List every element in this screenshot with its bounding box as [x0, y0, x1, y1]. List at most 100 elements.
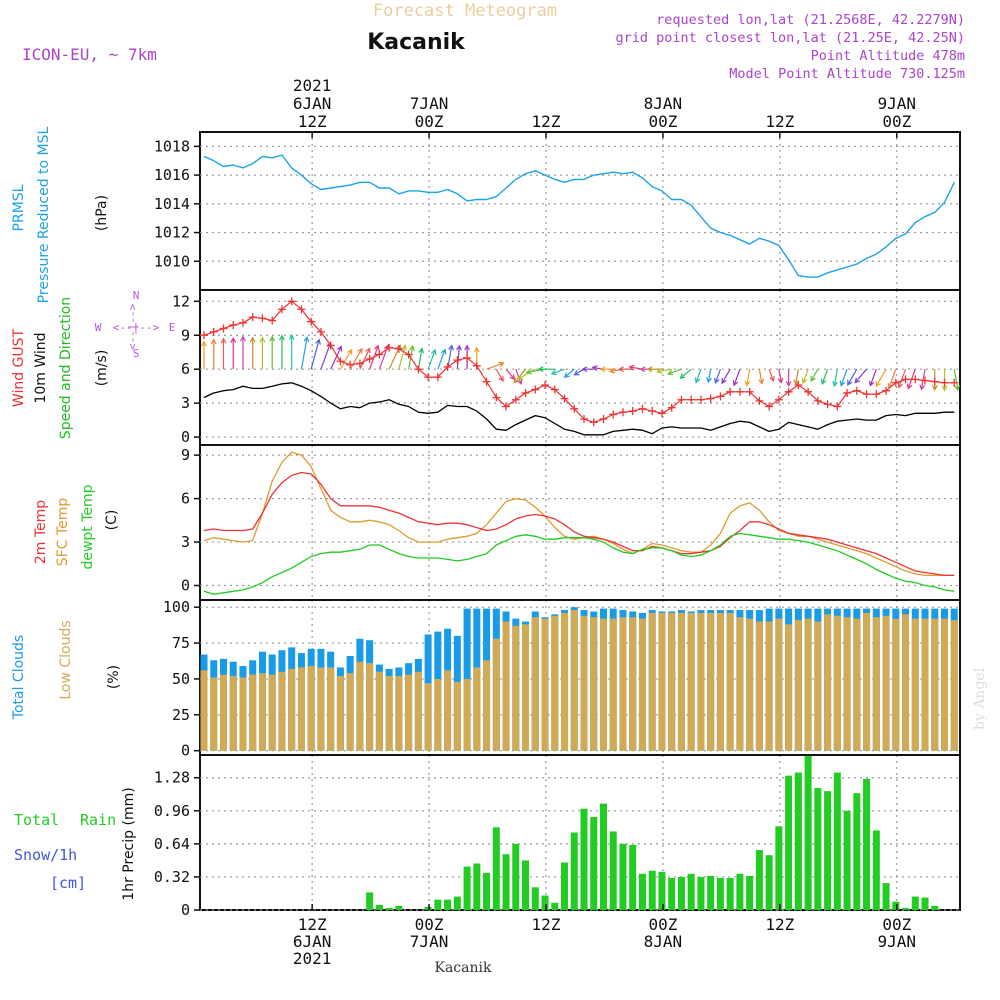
wind-direction-arrow	[695, 368, 702, 383]
wind-direction-arrow	[398, 345, 406, 370]
low-clouds-bar	[317, 667, 325, 751]
low-clouds-bar	[677, 612, 685, 751]
wind-direction-arrow	[898, 368, 907, 388]
time-axis-bottom-label: 12Z	[765, 915, 794, 934]
rain-bar	[824, 791, 832, 910]
wind-direction-arrow	[802, 368, 809, 384]
wind-arrow-head	[409, 344, 415, 351]
rain-bar	[395, 905, 403, 910]
wind-gust-marker	[394, 344, 403, 353]
low-clouds-bar	[395, 676, 403, 751]
low-clouds-bar	[638, 618, 646, 751]
rain-bar	[843, 810, 851, 910]
time-axis-top-label: 00Z	[882, 112, 911, 131]
wind-gust-marker	[911, 375, 920, 384]
wind-direction-arrow	[551, 368, 565, 375]
wind-gust-marker	[200, 331, 208, 340]
time-axis-bottom-label: 00Z	[648, 915, 677, 934]
pressure-line	[203, 154, 955, 278]
wind-direction-arrow	[920, 369, 926, 390]
wind-gust-marker	[765, 402, 774, 411]
requested-coords: requested lon,lat (21.2568E, 42.2279N)	[656, 12, 965, 28]
wind-direction-arrow	[869, 368, 877, 386]
rain-bar	[794, 772, 802, 910]
watermark: by Angel	[972, 667, 988, 730]
chart-title: Forecast Meteogram	[373, 1, 557, 21]
wind-arrow-head	[563, 372, 570, 379]
wind-arrow-head	[240, 335, 246, 342]
temp-dewpt-label: dewpt Temp	[80, 484, 96, 569]
y-tick-label: 9	[181, 446, 190, 464]
wind-direction-arrow	[300, 337, 308, 370]
rain-bar	[853, 793, 861, 910]
pressure-label-2: Pressure Reduced to MSL	[36, 126, 52, 303]
wind-arrow-head	[401, 344, 407, 351]
wind-gust-marker	[209, 327, 218, 336]
wind-arrow-head	[374, 344, 380, 351]
wind-direction-arrow	[657, 368, 672, 373]
wind-arrow-head	[839, 380, 846, 387]
panel-frame	[199, 444, 961, 601]
wind-gust-marker	[735, 387, 744, 396]
rain-bar	[551, 902, 559, 910]
wind-direction-arrow	[840, 368, 848, 386]
wind-gust-marker	[346, 360, 355, 369]
wind-gust-marker	[804, 387, 813, 396]
low-clouds-bar	[200, 670, 208, 751]
low-clouds-bar	[775, 618, 783, 751]
wind-gust-marker	[521, 388, 530, 397]
compass-n: N	[133, 289, 140, 302]
wind-arrow-head	[288, 333, 295, 340]
compass-vertical-arrows: <--|-->	[126, 303, 139, 350]
low-clouds-bar	[336, 676, 344, 751]
wind-arrow-head	[906, 383, 913, 390]
low-clouds-bar	[249, 674, 257, 751]
wind-arrow-head	[820, 378, 827, 385]
rain-bar	[911, 896, 919, 910]
low-clouds-bar	[629, 617, 637, 751]
wind-direction-arrow	[714, 368, 721, 384]
low-clouds-bar	[463, 678, 471, 751]
time-axis-bottom-label: 2021	[293, 949, 332, 968]
wind-arrow-head	[706, 377, 712, 384]
wind-arrow-head	[269, 335, 276, 342]
y-tick-label: 6	[181, 360, 190, 378]
rain-bar	[473, 863, 481, 910]
temp-2m-label: 2m Temp	[33, 500, 49, 564]
wind-arrow-head	[599, 366, 606, 373]
rain-bar	[424, 906, 432, 910]
low-clouds-bar	[785, 624, 793, 751]
rain-bar	[921, 897, 929, 910]
wind-direction-arrow	[847, 368, 858, 386]
wind-direction-arrow	[810, 368, 819, 382]
wind-arrow-head	[832, 381, 838, 388]
wind-arrow-head	[854, 377, 861, 384]
time-axis-top-label: 00Z	[648, 112, 677, 131]
rain-bar	[444, 899, 452, 910]
low-clouds-bar	[863, 612, 871, 751]
rain-bar	[814, 788, 822, 910]
wind-gust-marker	[891, 378, 900, 387]
clouds-unit: (%)	[106, 665, 122, 689]
wind-gust-marker	[609, 410, 618, 419]
low-clouds-bar	[258, 673, 266, 751]
wind-gust-marker	[307, 317, 316, 326]
time-axis-top-label: 12Z	[765, 112, 794, 131]
time-axis-top-label: 7JAN	[410, 94, 449, 113]
wind-gust-marker	[774, 395, 783, 404]
rain-bar	[483, 872, 491, 910]
time-axis-top-label: 12Z	[298, 112, 327, 131]
point-altitude: Point Altitude 478m	[811, 48, 965, 64]
rain-bar	[502, 854, 510, 910]
low-clouds-bar	[755, 621, 763, 751]
wind-arrow-head	[259, 336, 266, 343]
wind-direction-arrow	[310, 339, 320, 370]
wind-arrow-head	[315, 338, 321, 345]
wind-gust-marker	[872, 390, 881, 399]
wind-gust-marker	[316, 327, 325, 336]
low-clouds-bar	[726, 612, 734, 751]
wind-direction-arrow	[339, 349, 353, 370]
wind-arrow-head	[498, 375, 504, 382]
low-clouds-bar	[278, 671, 286, 751]
wind-gust-marker	[443, 362, 452, 371]
